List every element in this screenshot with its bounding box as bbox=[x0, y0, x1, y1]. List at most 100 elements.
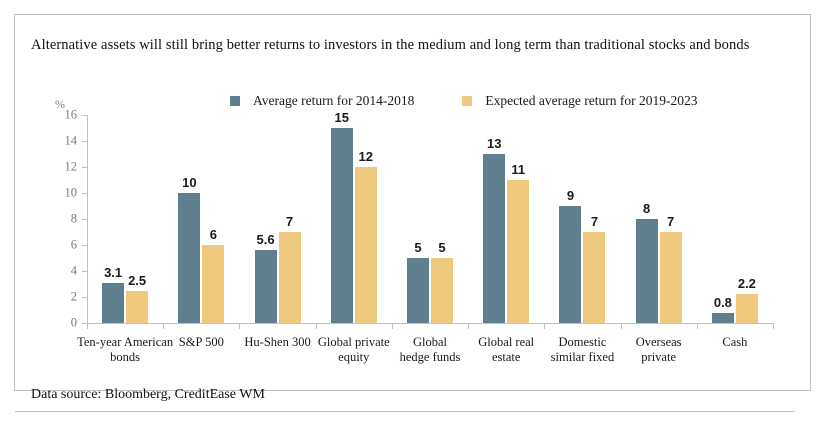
bar-column[interactable]: 8 bbox=[635, 115, 658, 323]
x-category-label: Ten-year American bonds bbox=[67, 335, 183, 365]
bar[interactable] bbox=[735, 294, 758, 323]
y-tick-label: 4 bbox=[70, 263, 77, 278]
x-category-label: Overseas private bbox=[601, 335, 717, 365]
bar[interactable] bbox=[483, 154, 506, 323]
bar[interactable] bbox=[407, 258, 429, 323]
x-tick-mark bbox=[468, 323, 470, 329]
bar-value-label: 7 bbox=[667, 214, 675, 229]
legend-swatch-icon-series-1 bbox=[230, 96, 240, 106]
x-category-label-line: Cash bbox=[722, 335, 748, 349]
bar-column[interactable]: 7 bbox=[659, 115, 682, 323]
x-category-label: Global hedge funds bbox=[372, 335, 488, 365]
bar-value-label: 15 bbox=[334, 110, 349, 125]
x-category-label: Hu-Shen 300 bbox=[220, 335, 336, 350]
bar-value-label: 11 bbox=[511, 162, 526, 177]
bar[interactable] bbox=[254, 250, 277, 323]
y-tick-label: 2 bbox=[70, 289, 77, 304]
bar-group: 3.1 2.5 bbox=[102, 115, 149, 323]
bar-value-label: 3.1 bbox=[104, 264, 123, 280]
bar-column[interactable]: 10 bbox=[178, 115, 201, 323]
bar-column[interactable]: 5.6 bbox=[254, 115, 277, 323]
x-tick-mark bbox=[773, 323, 774, 329]
x-axis-line bbox=[87, 323, 773, 324]
y-tick-mark bbox=[82, 297, 87, 298]
x-tick-mark bbox=[391, 323, 393, 329]
bar[interactable] bbox=[354, 167, 377, 323]
legend-label-series-2: Expected average return for 2019-2023 bbox=[485, 93, 698, 108]
bar[interactable] bbox=[507, 180, 530, 323]
legend-item-series-2[interactable]: Expected average return for 2019-2023 bbox=[462, 93, 698, 109]
y-tick-mark bbox=[82, 115, 87, 116]
bar-column[interactable]: 2.2 bbox=[735, 115, 758, 323]
y-tick-label: 14 bbox=[64, 133, 78, 148]
x-category-label-line: Global bbox=[412, 335, 448, 349]
y-tick-mark bbox=[82, 141, 87, 142]
y-tick-mark bbox=[82, 245, 87, 246]
bar-column[interactable]: 5 bbox=[431, 115, 453, 323]
x-category-label-line: Global real bbox=[478, 335, 535, 349]
y-tick-label: 16 bbox=[64, 107, 78, 122]
x-tick-mark bbox=[315, 323, 317, 329]
bar-column[interactable]: 3.1 bbox=[102, 115, 125, 323]
bar-value-label: 10 bbox=[182, 175, 197, 190]
bar-group: 15 12 bbox=[330, 110, 377, 323]
footer-divider bbox=[15, 411, 795, 412]
bar-value-label: 0.8 bbox=[713, 294, 732, 310]
x-category-label: Global private equity bbox=[296, 335, 412, 365]
y-tick-mark bbox=[82, 271, 87, 272]
y-tick-label: 8 bbox=[70, 211, 77, 226]
bar-value-label: 5.6 bbox=[256, 232, 275, 248]
bar-value-label: 2.2 bbox=[737, 276, 756, 292]
bar[interactable] bbox=[431, 258, 453, 323]
bar-column[interactable]: 5 bbox=[407, 115, 429, 323]
x-category-label-line: estate bbox=[491, 350, 521, 364]
bar-value-label: 5 bbox=[438, 240, 446, 255]
bar[interactable] bbox=[583, 232, 606, 323]
bar-column[interactable]: 13 bbox=[483, 115, 506, 323]
bar-column[interactable]: 7 bbox=[278, 115, 301, 323]
bar-column[interactable]: 12 bbox=[354, 115, 377, 323]
bar-column[interactable]: 0.8 bbox=[711, 115, 734, 323]
x-category-label: Global real estate bbox=[448, 335, 564, 365]
x-category-label-line: Domestic bbox=[558, 335, 607, 349]
bar-value-label: 8 bbox=[643, 201, 651, 216]
plot-area: % 0 2 4 6 8 10 12 14 16 3.1 2.5 10 6 5.6 7 15 12 5 5 13 11 9… bbox=[15, 15, 812, 392]
bar[interactable] bbox=[711, 312, 734, 323]
bar-column[interactable]: 7 bbox=[583, 115, 606, 323]
bar-value-label: 6 bbox=[209, 227, 217, 242]
data-source-note: Data source: Bloomberg, CreditEase WM bbox=[31, 387, 265, 402]
y-tick-mark bbox=[82, 193, 87, 194]
x-category-label-line: Ten-year American bbox=[77, 335, 174, 349]
bar-column[interactable]: 11 bbox=[507, 115, 530, 323]
bar-value-label: 5 bbox=[414, 240, 422, 255]
bar-group: 0.8 2.2 bbox=[711, 115, 758, 323]
bar-column[interactable]: 9 bbox=[559, 115, 582, 323]
bar[interactable] bbox=[330, 128, 353, 323]
bar[interactable] bbox=[126, 290, 149, 323]
y-tick-label: 10 bbox=[64, 185, 78, 200]
bar[interactable] bbox=[635, 219, 658, 323]
x-category-label-line: hedge funds bbox=[399, 350, 461, 364]
legend-label-series-1: Average return for 2014-2018 bbox=[253, 93, 415, 108]
bar-group: 10 6 bbox=[178, 115, 225, 323]
bar[interactable] bbox=[178, 193, 201, 323]
legend-swatch-icon-series-2 bbox=[462, 96, 473, 106]
bar[interactable] bbox=[559, 206, 582, 323]
bar[interactable] bbox=[278, 232, 301, 323]
x-category-label: Domestic similar fixed bbox=[524, 335, 640, 365]
bar[interactable] bbox=[102, 282, 125, 323]
x-tick-mark bbox=[696, 323, 698, 329]
bar-column[interactable]: 15 bbox=[330, 110, 353, 323]
x-tick-mark bbox=[163, 323, 165, 329]
bar-value-label: 7 bbox=[285, 214, 294, 229]
legend-item-series-1[interactable]: Average return for 2014-2018 bbox=[230, 93, 414, 109]
x-tick-mark bbox=[620, 323, 622, 329]
x-category-label-line: equity bbox=[338, 350, 370, 364]
bar[interactable] bbox=[659, 232, 682, 323]
bar-column[interactable]: 2.5 bbox=[126, 115, 149, 323]
bar-column[interactable]: 6 bbox=[202, 115, 225, 323]
x-category-label-line: Overseas bbox=[635, 335, 682, 349]
bar-group: 13 11 bbox=[483, 115, 530, 323]
bar[interactable] bbox=[202, 245, 225, 323]
